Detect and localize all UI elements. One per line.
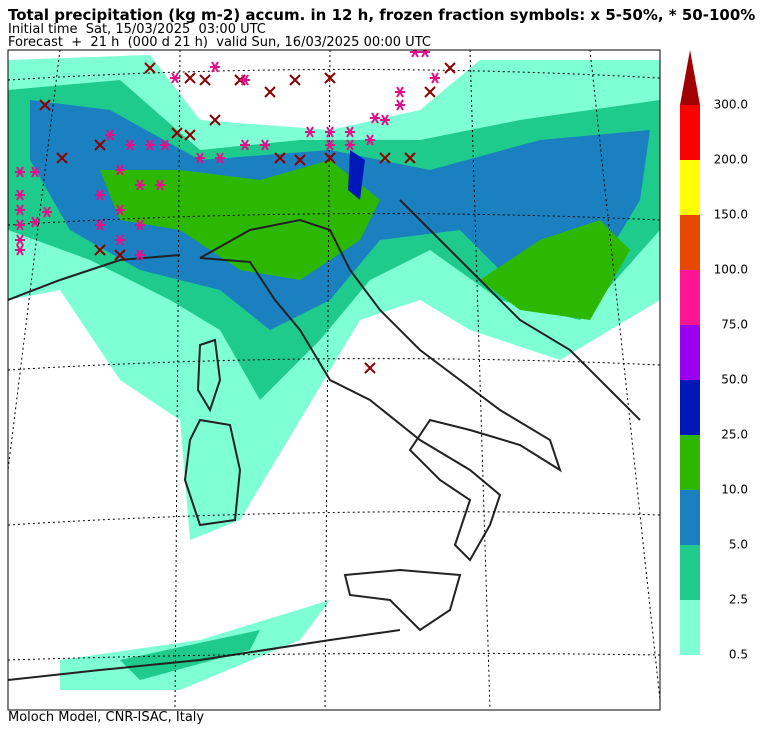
colorbar-label: 50.0 <box>721 373 748 387</box>
symbol-star <box>260 139 270 151</box>
symbol-star <box>395 99 405 111</box>
colorbar-segment <box>680 325 700 380</box>
symbol-star <box>15 244 25 256</box>
symbol-x <box>94 139 106 151</box>
symbol-x <box>364 362 376 374</box>
symbol-star <box>115 234 125 246</box>
symbol-x <box>199 74 211 86</box>
symbol-x <box>294 154 306 166</box>
colorbar-label: 10.0 <box>721 483 748 497</box>
colorbar-label: 0.5 <box>729 648 748 662</box>
symbol-star <box>325 126 335 138</box>
colorbar-segment <box>680 105 700 160</box>
symbol-star <box>15 166 25 178</box>
symbol-star <box>170 72 180 84</box>
symbol-star <box>30 166 40 178</box>
title: Total precipitation (kg m-2) accum. in 1… <box>8 6 756 24</box>
colorbar-label: 5.0 <box>729 538 748 552</box>
symbol-star <box>325 139 335 151</box>
symbol-star <box>95 219 105 231</box>
symbol-x <box>171 127 183 139</box>
symbol-star <box>420 50 430 58</box>
colorbar-label: 100.0 <box>714 263 748 277</box>
symbol-x <box>424 86 436 98</box>
precipitation <box>8 55 660 690</box>
symbol-star <box>395 86 405 98</box>
symbol-star <box>135 179 145 191</box>
initial-time: Initial time Sat, 15/03/2025 03:00 UTC <box>8 22 266 37</box>
symbol-star <box>345 126 355 138</box>
colorbar-label: 200.0 <box>714 153 748 167</box>
footer: Moloch Model, CNR-ISAC, Italy <box>8 710 205 725</box>
colorbar-label: 300.0 <box>714 98 748 112</box>
symbol-star <box>15 234 25 246</box>
symbol-star <box>410 50 420 58</box>
colorbar-label: 150.0 <box>714 208 748 222</box>
forecast-time: Forecast + 21 h (000 d 21 h) valid Sun, … <box>8 35 431 50</box>
symbol-star <box>125 139 135 151</box>
symbol-x <box>114 249 126 261</box>
symbol-x <box>324 72 336 84</box>
map-frame <box>7 49 661 711</box>
symbol-x <box>274 152 286 164</box>
symbol-star <box>210 61 220 73</box>
colorbar-segment <box>680 490 700 545</box>
symbol-x <box>94 244 106 256</box>
symbol-x <box>324 152 336 164</box>
symbol-star <box>135 249 145 261</box>
frozen-symbols <box>15 50 456 374</box>
symbol-star <box>380 114 390 126</box>
symbol-x <box>379 152 391 164</box>
map <box>8 50 660 710</box>
colorbar-segment <box>680 380 700 435</box>
symbol-star <box>145 139 155 151</box>
symbol-star <box>430 72 440 84</box>
symbol-star <box>195 152 205 164</box>
colorbar-label: 25.0 <box>721 428 748 442</box>
coastlines <box>8 199 641 681</box>
colorbar-segment <box>680 545 700 600</box>
symbol-star <box>305 126 315 138</box>
colorbar-segment <box>680 160 700 215</box>
symbol-x <box>209 114 221 126</box>
symbol-star <box>15 189 25 201</box>
symbol-x <box>444 62 456 74</box>
symbol-star <box>115 204 125 216</box>
symbol-star <box>105 129 115 141</box>
colorbar-segment <box>680 600 700 655</box>
symbol-star <box>155 179 165 191</box>
symbol-star <box>15 204 25 216</box>
graticule <box>8 50 660 710</box>
symbol-x <box>144 62 156 74</box>
symbol-x <box>184 72 196 84</box>
colorbar: 0.5 2.5 5.0 10.0 25.0 50.0 75.0 100.0 150.0 200.0… <box>680 50 748 662</box>
colorbar-segment <box>680 270 700 325</box>
colorbar-segment <box>680 435 700 490</box>
symbol-x <box>404 152 416 164</box>
colorbar-label: 2.5 <box>729 593 748 607</box>
symbol-x <box>39 99 51 111</box>
symbol-star <box>215 152 225 164</box>
symbol-star <box>30 216 40 228</box>
colorbar-label: 75.0 <box>721 318 748 332</box>
symbol-star <box>115 164 125 176</box>
symbol-star <box>370 112 380 124</box>
symbol-star <box>135 219 145 231</box>
symbol-star <box>345 139 355 151</box>
symbol-x <box>264 86 276 98</box>
symbol-x <box>56 152 68 164</box>
symbol-star <box>15 219 25 231</box>
symbol-star <box>240 139 250 151</box>
colorbar-extension <box>680 50 700 105</box>
symbol-star <box>160 139 170 151</box>
symbol-star <box>365 134 375 146</box>
symbol-x <box>289 74 301 86</box>
symbol-x <box>184 129 196 141</box>
symbol-star <box>240 74 250 86</box>
colorbar-segment <box>680 215 700 270</box>
symbol-star <box>42 206 52 218</box>
symbol-star <box>95 189 105 201</box>
